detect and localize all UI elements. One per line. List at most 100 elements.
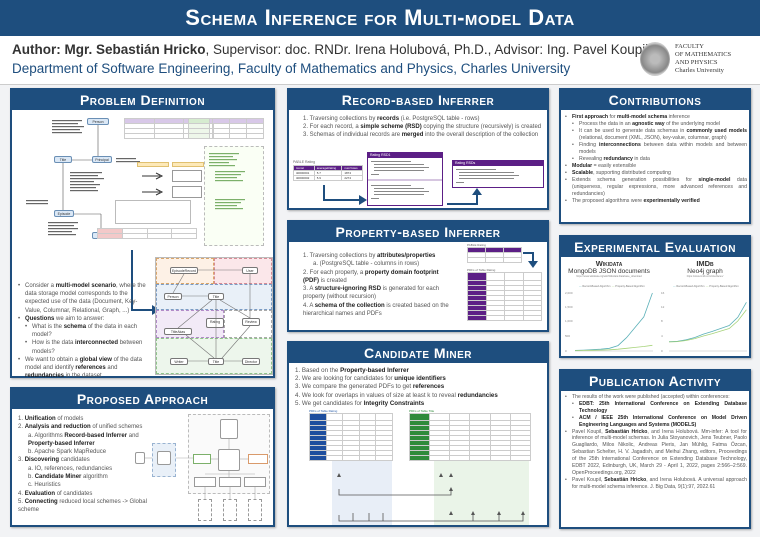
logo-text: FACULTY OF MATHEMATICS AND PHYSICS Charl… — [675, 43, 732, 74]
arrow-icon — [142, 172, 164, 196]
publications-list: The results of the work were published (… — [565, 394, 747, 491]
svg-text:0: 0 — [661, 349, 663, 353]
wikidata-chart: — Record-Based Algorithm — Property-Base… — [565, 285, 655, 357]
record-table-caption: PABLE Rating — [293, 160, 316, 164]
bullet-item: Pavel Koupil, Sebastián Hricko, and Iren… — [565, 429, 747, 477]
db-node — [223, 499, 237, 521]
graph-node: TitleAkas — [164, 328, 192, 335]
json-document — [204, 146, 264, 246]
list-item: 4. Evaluation of candidates — [18, 490, 93, 497]
list-item: 3. A structure-ignoring RSD is generated… — [303, 286, 440, 301]
imdb-chart: — Record-Based Algorithm — Property-Base… — [659, 285, 749, 357]
key-value-header — [137, 162, 169, 167]
flow-arrow-icon — [323, 185, 367, 205]
panel-contributions: Contributions First approach for multi-m… — [559, 88, 751, 224]
list-item: 3. We compare the generated PDFs to get … — [295, 383, 445, 391]
bullet-item: The proposed algorithms were experimenta… — [565, 198, 747, 205]
panel-property-based-inferrer: Property-based Inferrer 1. Traversing co… — [287, 220, 549, 332]
svg-text:0: 0 — [565, 349, 567, 353]
graph-node: Director — [242, 358, 260, 365]
zone-relational — [156, 338, 272, 374]
faculty-logo: FACULTY OF MATHEMATICS AND PHYSICS Charl… — [640, 40, 755, 80]
wrapper-node — [194, 477, 216, 487]
bullet-subitem: What is the schema of the data in each m… — [25, 323, 152, 339]
relational-table-green — [188, 118, 210, 139]
university-seal-icon — [640, 42, 670, 76]
svg-text:4: 4 — [661, 334, 663, 338]
storage-node — [220, 419, 238, 439]
db-node — [198, 499, 212, 521]
diagram-node: Principal — [92, 156, 112, 163]
bullet-subitem: Revealing redundancy in data — [572, 156, 747, 163]
poster-title: Schema Inference for Multi-model Data — [0, 0, 760, 36]
svg-text:2,000: 2,000 — [565, 291, 573, 295]
contributions-list: First approach for multi-model schema in… — [565, 114, 747, 205]
panel-title: Problem Definition — [12, 90, 273, 110]
department-line: Department of Software Engineering, Facu… — [12, 61, 571, 76]
relational-table-rating — [212, 118, 264, 139]
panel-candidate-miner: Candidate Miner 1. Based on the Property… — [287, 341, 549, 527]
record-table: tconst averageRating numVotes tt0000001 5.7… — [293, 165, 363, 181]
author-name: Mgr. Sebastián Hricko — [64, 42, 206, 57]
list-item: 3. Schemas of individual records are mer… — [303, 132, 539, 139]
property-source-table — [467, 247, 522, 263]
wikidata-heading: Wikidata MongoDB JSON documents https://… — [561, 259, 657, 278]
candidate-links — [337, 473, 525, 522]
list-subitem: c. Heuristics — [28, 482, 61, 489]
list-item: 2. For each property, a property domain … — [303, 269, 439, 284]
list-item: 5. We get candidates for Integrity Const… — [295, 399, 425, 407]
panel-title: Proposed Approach — [12, 389, 273, 409]
core-node — [218, 449, 240, 471]
flow-arrow-icon — [447, 188, 482, 205]
miner-right-table — [408, 413, 532, 461]
panel-title: Experimental Evaluation — [561, 237, 749, 257]
wrapper-node — [244, 477, 266, 487]
key-value-doc — [172, 186, 202, 198]
bullet-subitem: How is the data interconnected between m… — [25, 339, 152, 355]
list-item: 1. Traversing collections by attributes/… — [303, 253, 436, 259]
user-node — [135, 452, 145, 464]
bullet-item: Scalable, supporting distributed computi… — [565, 170, 747, 177]
line-chart: 0 4 8 12 16 — [661, 291, 747, 353]
property-list: 1. Traversing collections by attributes/… — [303, 252, 453, 318]
supervisors: , Supervisor: doc. RNDr. Irena Holubová,… — [205, 42, 649, 57]
chart-title: IMDb — [696, 259, 714, 268]
graph-node: Review — [242, 318, 260, 326]
db-node — [248, 499, 262, 521]
panel-proposed-approach: Proposed Approach 1. Unification of mode… — [10, 387, 275, 527]
bullet-item: Extends schema generation possibilities … — [565, 177, 747, 198]
bullet-item: First approach for multi-model schema in… — [565, 114, 747, 121]
right-table-caption: PDFs of Table Title — [409, 409, 435, 413]
rsd-box-title: Rating RSD1 — [368, 153, 442, 158]
svg-text:500: 500 — [565, 334, 570, 338]
svg-text:12: 12 — [661, 305, 665, 309]
panel-title: Property-based Inferrer — [289, 222, 547, 242]
module-node — [193, 454, 211, 464]
rsd-box-1: Rating RSD1 — [367, 152, 443, 206]
list-item: 4. A schema of the collection is created… — [303, 302, 449, 318]
line-chart: 0 500 1,000 1,500 2,000 — [565, 291, 653, 353]
rsd-lines — [456, 169, 519, 183]
author-line: Author: Mgr. Sebastián Hricko, Superviso… — [12, 42, 648, 57]
bullet-subitem: It can be used to generate data schemas … — [572, 128, 747, 142]
graph-node: Person — [164, 293, 182, 300]
list-item: 1. Based on the Property-based Inferrer — [295, 367, 409, 374]
chart-title: Wikidata — [595, 259, 623, 268]
list-subitem: a. (PostgreSQL table - columns in rows) — [313, 261, 420, 268]
panel-title: Contributions — [561, 90, 749, 110]
key-value-doc — [172, 170, 202, 182]
chart-url: https://www.wikidata.org/wiki/Wikidata:D… — [576, 275, 642, 278]
list-item: 3. Discovering candidates — [18, 457, 90, 464]
bullet-item: Consider a multi-model scenario, where t… — [18, 282, 152, 315]
bullet-item: Pavel Koupil, Sebastián Hricko, and Iren… — [565, 477, 747, 491]
record-list: 1. Traversing collections by records (i.… — [303, 115, 543, 140]
pdf-table-caption: PDFs of Table Rating — [467, 268, 496, 272]
panel-title: Record-based Inferrer — [289, 90, 547, 110]
list-subitem: b. Candidate Miner algorithm — [28, 474, 108, 481]
diagram-node: Title — [54, 156, 72, 163]
panel-experimental-evaluation: Experimental Evaluation Wikidata MongoDB… — [559, 235, 751, 358]
chart-legend: — Record-Based Algorithm — Property-Base… — [673, 285, 739, 288]
panel-record-based-inferrer: Record-based Inferrer 1. Traversing coll… — [287, 88, 549, 210]
bullet-item: Modular = easily extensible — [565, 163, 747, 170]
architecture-edges — [145, 439, 256, 499]
